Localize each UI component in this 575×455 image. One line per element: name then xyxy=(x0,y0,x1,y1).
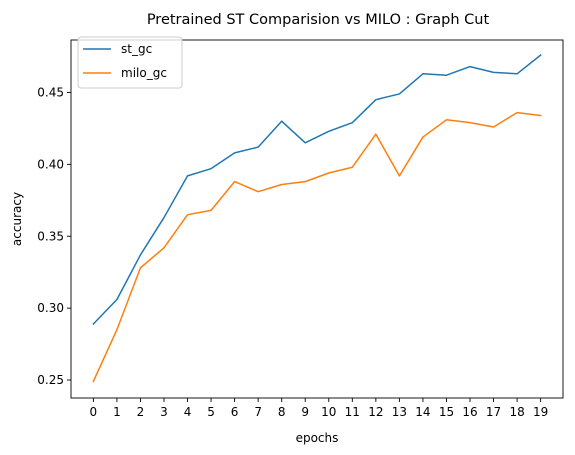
y-axis: 0.25 0.30 0.35 0.40 0.45 xyxy=(37,85,71,387)
y-tick-label: 0.30 xyxy=(37,301,64,315)
x-tick-label: 16 xyxy=(462,405,477,419)
y-tick-label: 0.25 xyxy=(37,373,64,387)
x-tick-label: 18 xyxy=(509,405,524,419)
series-layer xyxy=(92,54,542,383)
x-tick-label: 15 xyxy=(439,405,454,419)
x-tick-label: 11 xyxy=(345,405,360,419)
x-tick-label: 5 xyxy=(207,405,215,419)
x-tick-label: 3 xyxy=(160,405,168,419)
x-tick-label: 14 xyxy=(415,405,430,419)
x-tick-label: 13 xyxy=(392,405,407,419)
series-line-st-gc xyxy=(92,54,542,326)
y-tick-label: 0.40 xyxy=(37,157,64,171)
y-axis-label: accuracy xyxy=(10,192,24,246)
x-tick-label: 7 xyxy=(254,405,262,419)
x-tick-label: 12 xyxy=(368,405,383,419)
plot-frame xyxy=(70,39,564,399)
chart-title: Pretrained ST Comparision vs MILO : Grap… xyxy=(147,12,490,28)
x-tick-label: 19 xyxy=(533,405,548,419)
legend-label-st-gc: st_gc xyxy=(121,42,152,56)
x-tick-label: 6 xyxy=(231,405,239,419)
x-tick-label: 4 xyxy=(184,405,192,419)
x-tick-label: 8 xyxy=(278,405,286,419)
x-tick-label: 1 xyxy=(113,405,121,419)
x-tick-label: 0 xyxy=(90,405,98,419)
x-tick-label: 17 xyxy=(486,405,501,419)
x-tick-label: 2 xyxy=(137,405,145,419)
x-axis: 0 1 2 3 4 5 6 7 8 9 10 11 12 13 14 15 16 17 18 19 xyxy=(90,398,548,419)
x-axis-label: epochs xyxy=(296,431,339,445)
y-tick-label: 0.35 xyxy=(37,229,64,243)
legend-label-milo-gc: milo_gc xyxy=(121,66,167,80)
series-line-milo-gc xyxy=(92,111,542,383)
legend: st_gc milo_gc xyxy=(77,36,183,89)
x-tick-label: 10 xyxy=(321,405,336,419)
x-tick-label: 9 xyxy=(301,405,309,419)
y-tick-label: 0.45 xyxy=(37,85,64,99)
